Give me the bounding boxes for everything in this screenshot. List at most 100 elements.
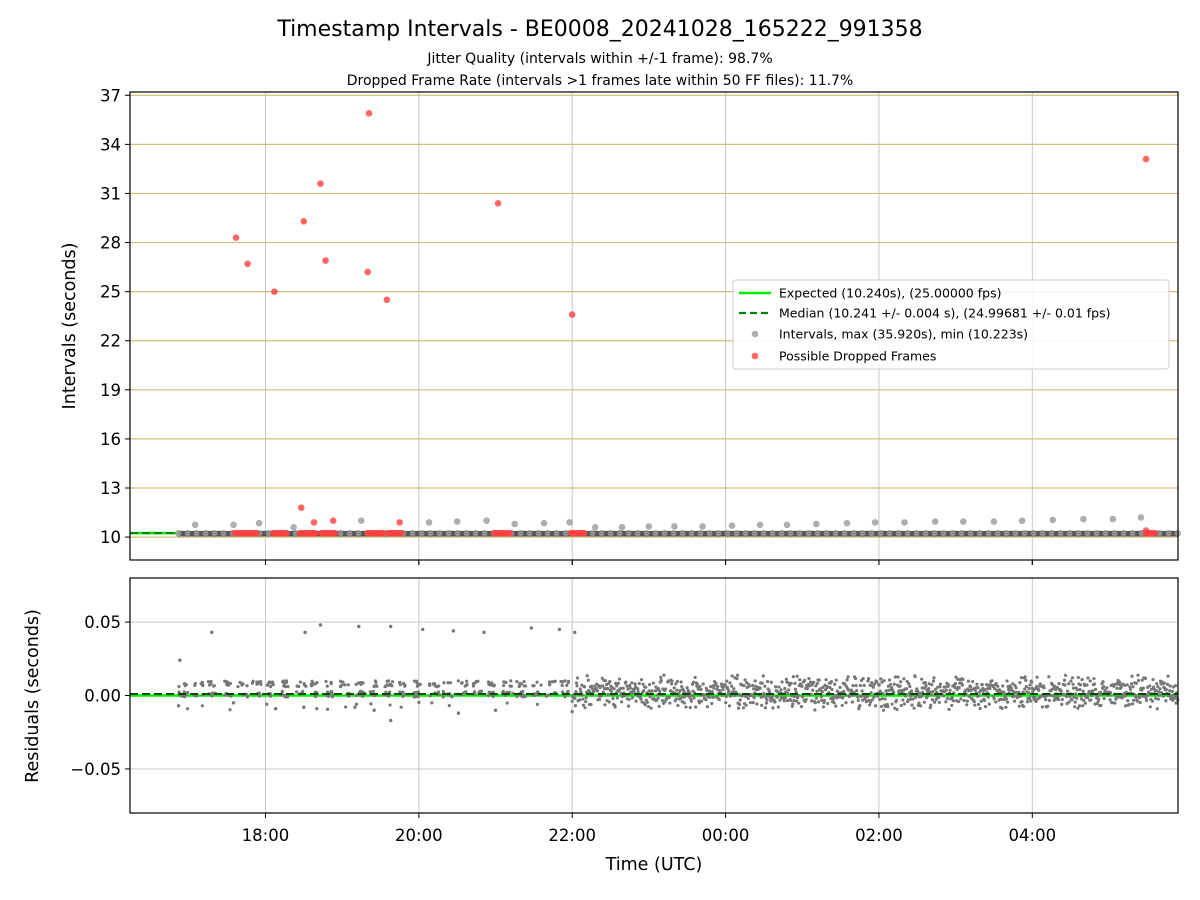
residual-point (357, 624, 361, 629)
residual-point (206, 680, 211, 684)
residual-point (758, 686, 762, 690)
legend-entry-label: Intervals, max (35.920s), min (10.223s) (779, 327, 1028, 342)
residual-point (745, 681, 749, 685)
residual-point (325, 684, 329, 688)
residual-point (1085, 683, 1089, 687)
residual-point (765, 698, 769, 702)
residual-point (983, 705, 988, 709)
residual-point (1068, 694, 1072, 698)
residual-point (325, 707, 330, 711)
residual-point (581, 697, 585, 701)
residual-point (1065, 702, 1069, 706)
residual-point (1023, 675, 1027, 679)
residual-point (977, 694, 981, 698)
residual-point (857, 707, 861, 711)
residual-point (1155, 682, 1159, 686)
top-marks (130, 109, 1181, 537)
residual-point (954, 675, 958, 679)
residual-point (627, 697, 631, 701)
interval-point (760, 530, 767, 537)
residual-point (1076, 706, 1080, 710)
residual-point (229, 694, 233, 698)
residual-point (223, 679, 227, 683)
residual-point (764, 701, 769, 705)
residual-point (615, 684, 619, 688)
residual-point (1069, 679, 1073, 683)
residual-point (927, 682, 931, 686)
residual-point (790, 704, 794, 708)
residual-point (833, 682, 837, 686)
interval-point (589, 530, 596, 537)
residual-point (838, 685, 842, 689)
residual-point (447, 703, 451, 708)
residual-point (695, 682, 699, 686)
residual-point (428, 694, 432, 698)
interval-point (985, 530, 992, 537)
residual-point (1052, 698, 1056, 702)
dropped-frame-point (1142, 155, 1150, 163)
residual-point (560, 690, 565, 694)
residual-point (965, 699, 969, 703)
residual-point (880, 697, 885, 701)
interval-point (445, 530, 452, 537)
residual-point (326, 690, 330, 694)
residual-point (456, 679, 460, 683)
residual-point (792, 694, 797, 699)
residual-point (841, 696, 845, 700)
residual-point (813, 701, 817, 705)
residual-point (1136, 673, 1140, 677)
residual-point (574, 681, 579, 685)
interval-point (877, 530, 884, 537)
residual-point (833, 694, 837, 698)
interval-point (859, 530, 866, 537)
residual-point (1103, 688, 1107, 692)
residual-point (1018, 694, 1023, 698)
dropped-frame-point (253, 529, 261, 537)
residual-point (374, 684, 378, 688)
dropped-frame-point (271, 288, 278, 295)
residual-point (658, 689, 662, 694)
residual-point (816, 700, 821, 704)
dropped-frame-point (1151, 529, 1159, 537)
residual-point (1055, 686, 1060, 690)
residual-point (946, 683, 951, 687)
residual-point (636, 689, 640, 694)
residual-point (511, 691, 515, 695)
residual-point (1004, 705, 1008, 709)
residual-point (532, 684, 536, 688)
residual-point (231, 701, 236, 705)
residual-point (828, 685, 832, 690)
residual-point (1091, 689, 1095, 693)
residual-point (547, 680, 551, 684)
residual-point (273, 707, 278, 711)
interval-point (643, 530, 650, 537)
residual-point (738, 702, 742, 706)
interval-point (472, 530, 479, 537)
residual-point (303, 630, 307, 635)
interval-point (337, 530, 344, 537)
interval-point (699, 523, 706, 530)
residual-point (414, 694, 418, 699)
residual-point (1128, 687, 1133, 691)
residual-point (783, 686, 787, 691)
residual-point (270, 680, 275, 684)
legend-entry-label: Expected (10.240s), (25.00000 fps) (779, 286, 1001, 301)
residual-point (436, 690, 441, 694)
residual-point (1144, 698, 1149, 703)
residual-point (1143, 676, 1148, 680)
residual-point (536, 690, 540, 694)
residual-point (361, 694, 365, 698)
residual-point (624, 680, 628, 684)
residual-point (807, 684, 812, 688)
residual-point (994, 681, 998, 686)
interval-point (901, 519, 908, 526)
dropped-frame-point (383, 296, 391, 304)
residual-point (509, 679, 513, 683)
residual-point (575, 684, 579, 688)
residual-point (1157, 690, 1161, 694)
residual-point (630, 681, 634, 685)
residual-point (923, 681, 928, 685)
residual-point (789, 681, 793, 685)
residual-point (679, 680, 683, 684)
